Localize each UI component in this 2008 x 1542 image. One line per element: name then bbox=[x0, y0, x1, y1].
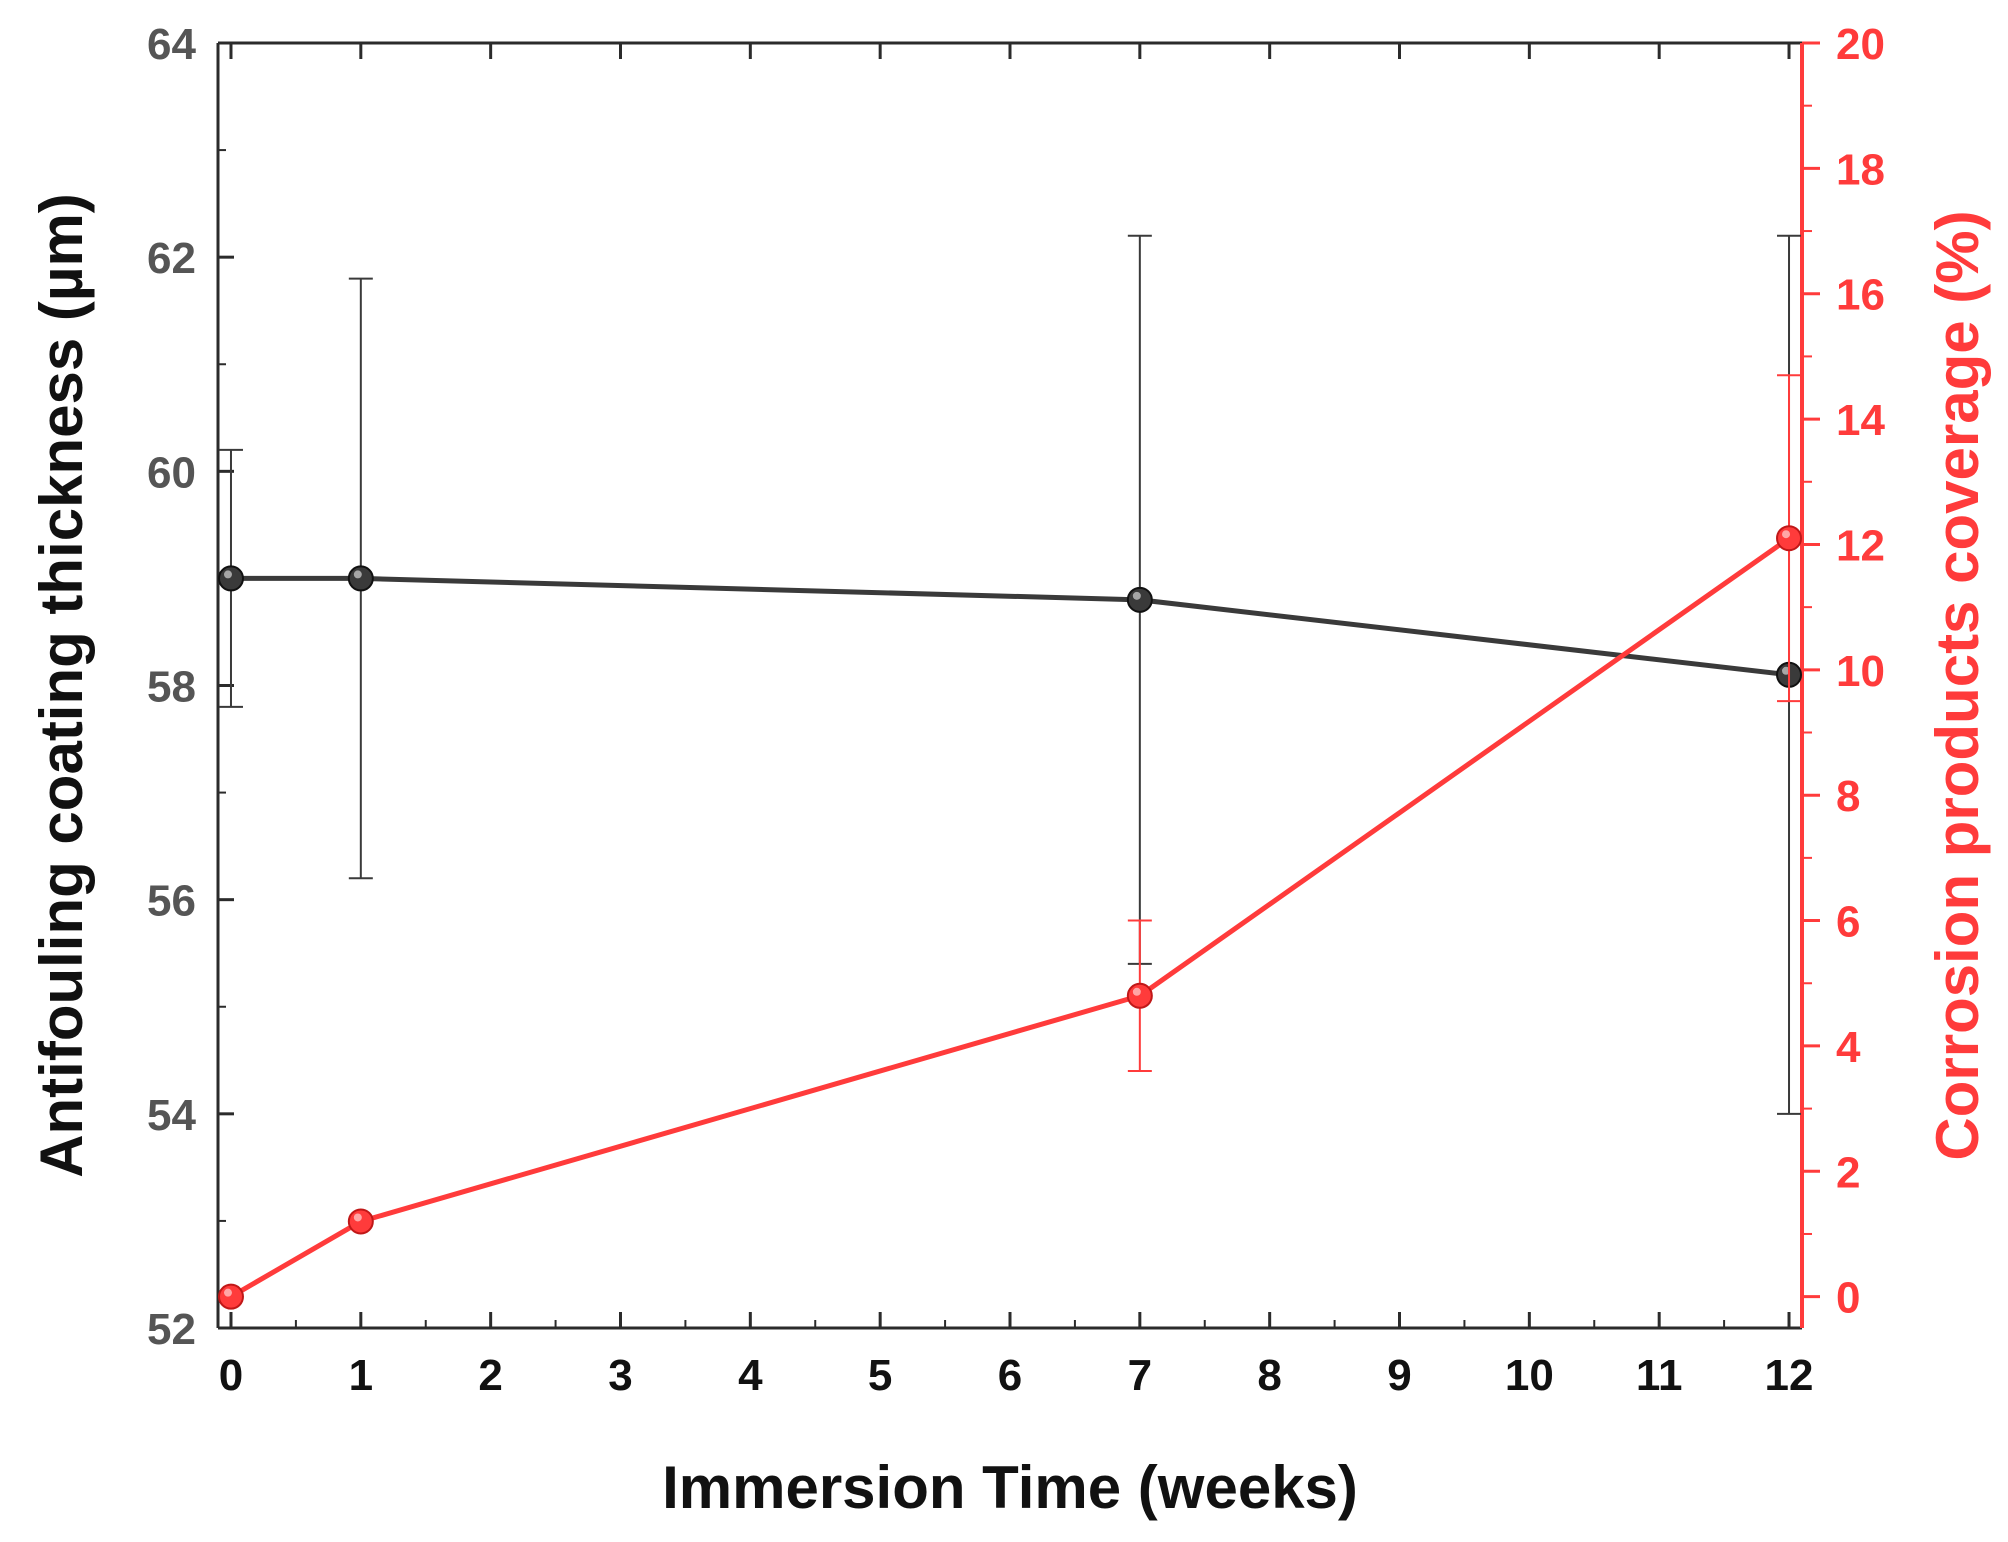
x-axis-title: Immersion Time (weeks) bbox=[662, 1454, 1358, 1521]
data-point bbox=[1126, 586, 1153, 613]
y2-tick-label: 6 bbox=[1836, 898, 1860, 947]
y2-tick-label: 18 bbox=[1836, 145, 1885, 194]
series-2 bbox=[217, 374, 1803, 1310]
y-axis-left: 52 54 56 58 60 62 64 bbox=[147, 20, 234, 1354]
data-point bbox=[347, 1208, 374, 1235]
x-tick-label: 10 bbox=[1505, 1351, 1554, 1400]
x-tick-label: 0 bbox=[219, 1351, 243, 1400]
y-axis-right: 0 2 4 6 8 10 12 14 16 18 20 bbox=[1802, 20, 1885, 1323]
series-line bbox=[230, 575, 1790, 678]
data-point-highlight bbox=[1132, 591, 1141, 600]
y2-tick-label: 0 bbox=[1836, 1274, 1860, 1323]
x-tick-label: 12 bbox=[1765, 1351, 1814, 1400]
y2-tick-label: 12 bbox=[1836, 521, 1885, 570]
x-tick-label: 9 bbox=[1387, 1351, 1411, 1400]
data-point-highlight bbox=[223, 570, 232, 579]
x-tick-label: 6 bbox=[998, 1351, 1022, 1400]
x-tick-label: 8 bbox=[1257, 1351, 1281, 1400]
y2-tick-label: 8 bbox=[1836, 772, 1860, 821]
x-tick-label: 2 bbox=[478, 1351, 502, 1400]
y2-tick-label: 16 bbox=[1836, 271, 1885, 320]
x-axis: 0 1 2 3 4 5 6 7 8 9 10 11 12 bbox=[219, 43, 1814, 1400]
y-tick-label: 64 bbox=[147, 20, 196, 69]
y-tick-label: 60 bbox=[147, 448, 196, 497]
y2-tick-label: 10 bbox=[1836, 647, 1885, 696]
y2-tick-label: 20 bbox=[1836, 20, 1885, 69]
data-point-highlight bbox=[353, 570, 362, 579]
data-point bbox=[347, 565, 374, 592]
data-point bbox=[1126, 982, 1153, 1009]
data-point bbox=[217, 565, 244, 592]
y-tick-label: 52 bbox=[147, 1305, 196, 1354]
series-layer bbox=[217, 234, 1803, 1310]
y-tick-label: 58 bbox=[147, 663, 196, 712]
data-point-highlight bbox=[1132, 987, 1141, 996]
plot-frame bbox=[216, 41, 1804, 1330]
x-tick-label: 5 bbox=[868, 1351, 892, 1400]
y-axis-title: Antifouling coating thickness (µm) bbox=[28, 193, 95, 1178]
y-tick-label: 54 bbox=[147, 1091, 196, 1140]
data-point-highlight bbox=[1782, 530, 1791, 539]
y-tick-label: 56 bbox=[147, 877, 196, 926]
x-tick-label: 11 bbox=[1636, 1351, 1683, 1400]
y2-tick-label: 2 bbox=[1836, 1148, 1860, 1197]
data-point bbox=[1776, 525, 1803, 552]
x-tick-label: 3 bbox=[608, 1351, 632, 1400]
x-tick-label: 7 bbox=[1128, 1351, 1152, 1400]
data-point bbox=[217, 1283, 244, 1310]
data-point-highlight bbox=[353, 1213, 362, 1222]
y2-tick-label: 14 bbox=[1836, 396, 1885, 445]
y-tick-label: 62 bbox=[147, 234, 196, 283]
series-line bbox=[229, 536, 1791, 1299]
x-tick-label: 4 bbox=[738, 1351, 763, 1400]
y2-tick-label: 4 bbox=[1836, 1023, 1861, 1072]
x-tick-label: 1 bbox=[349, 1351, 373, 1400]
y2-axis-title: Corrosion products coverage (%) bbox=[1924, 210, 1991, 1160]
data-point-highlight bbox=[223, 1288, 232, 1297]
series-1 bbox=[217, 234, 1803, 1115]
